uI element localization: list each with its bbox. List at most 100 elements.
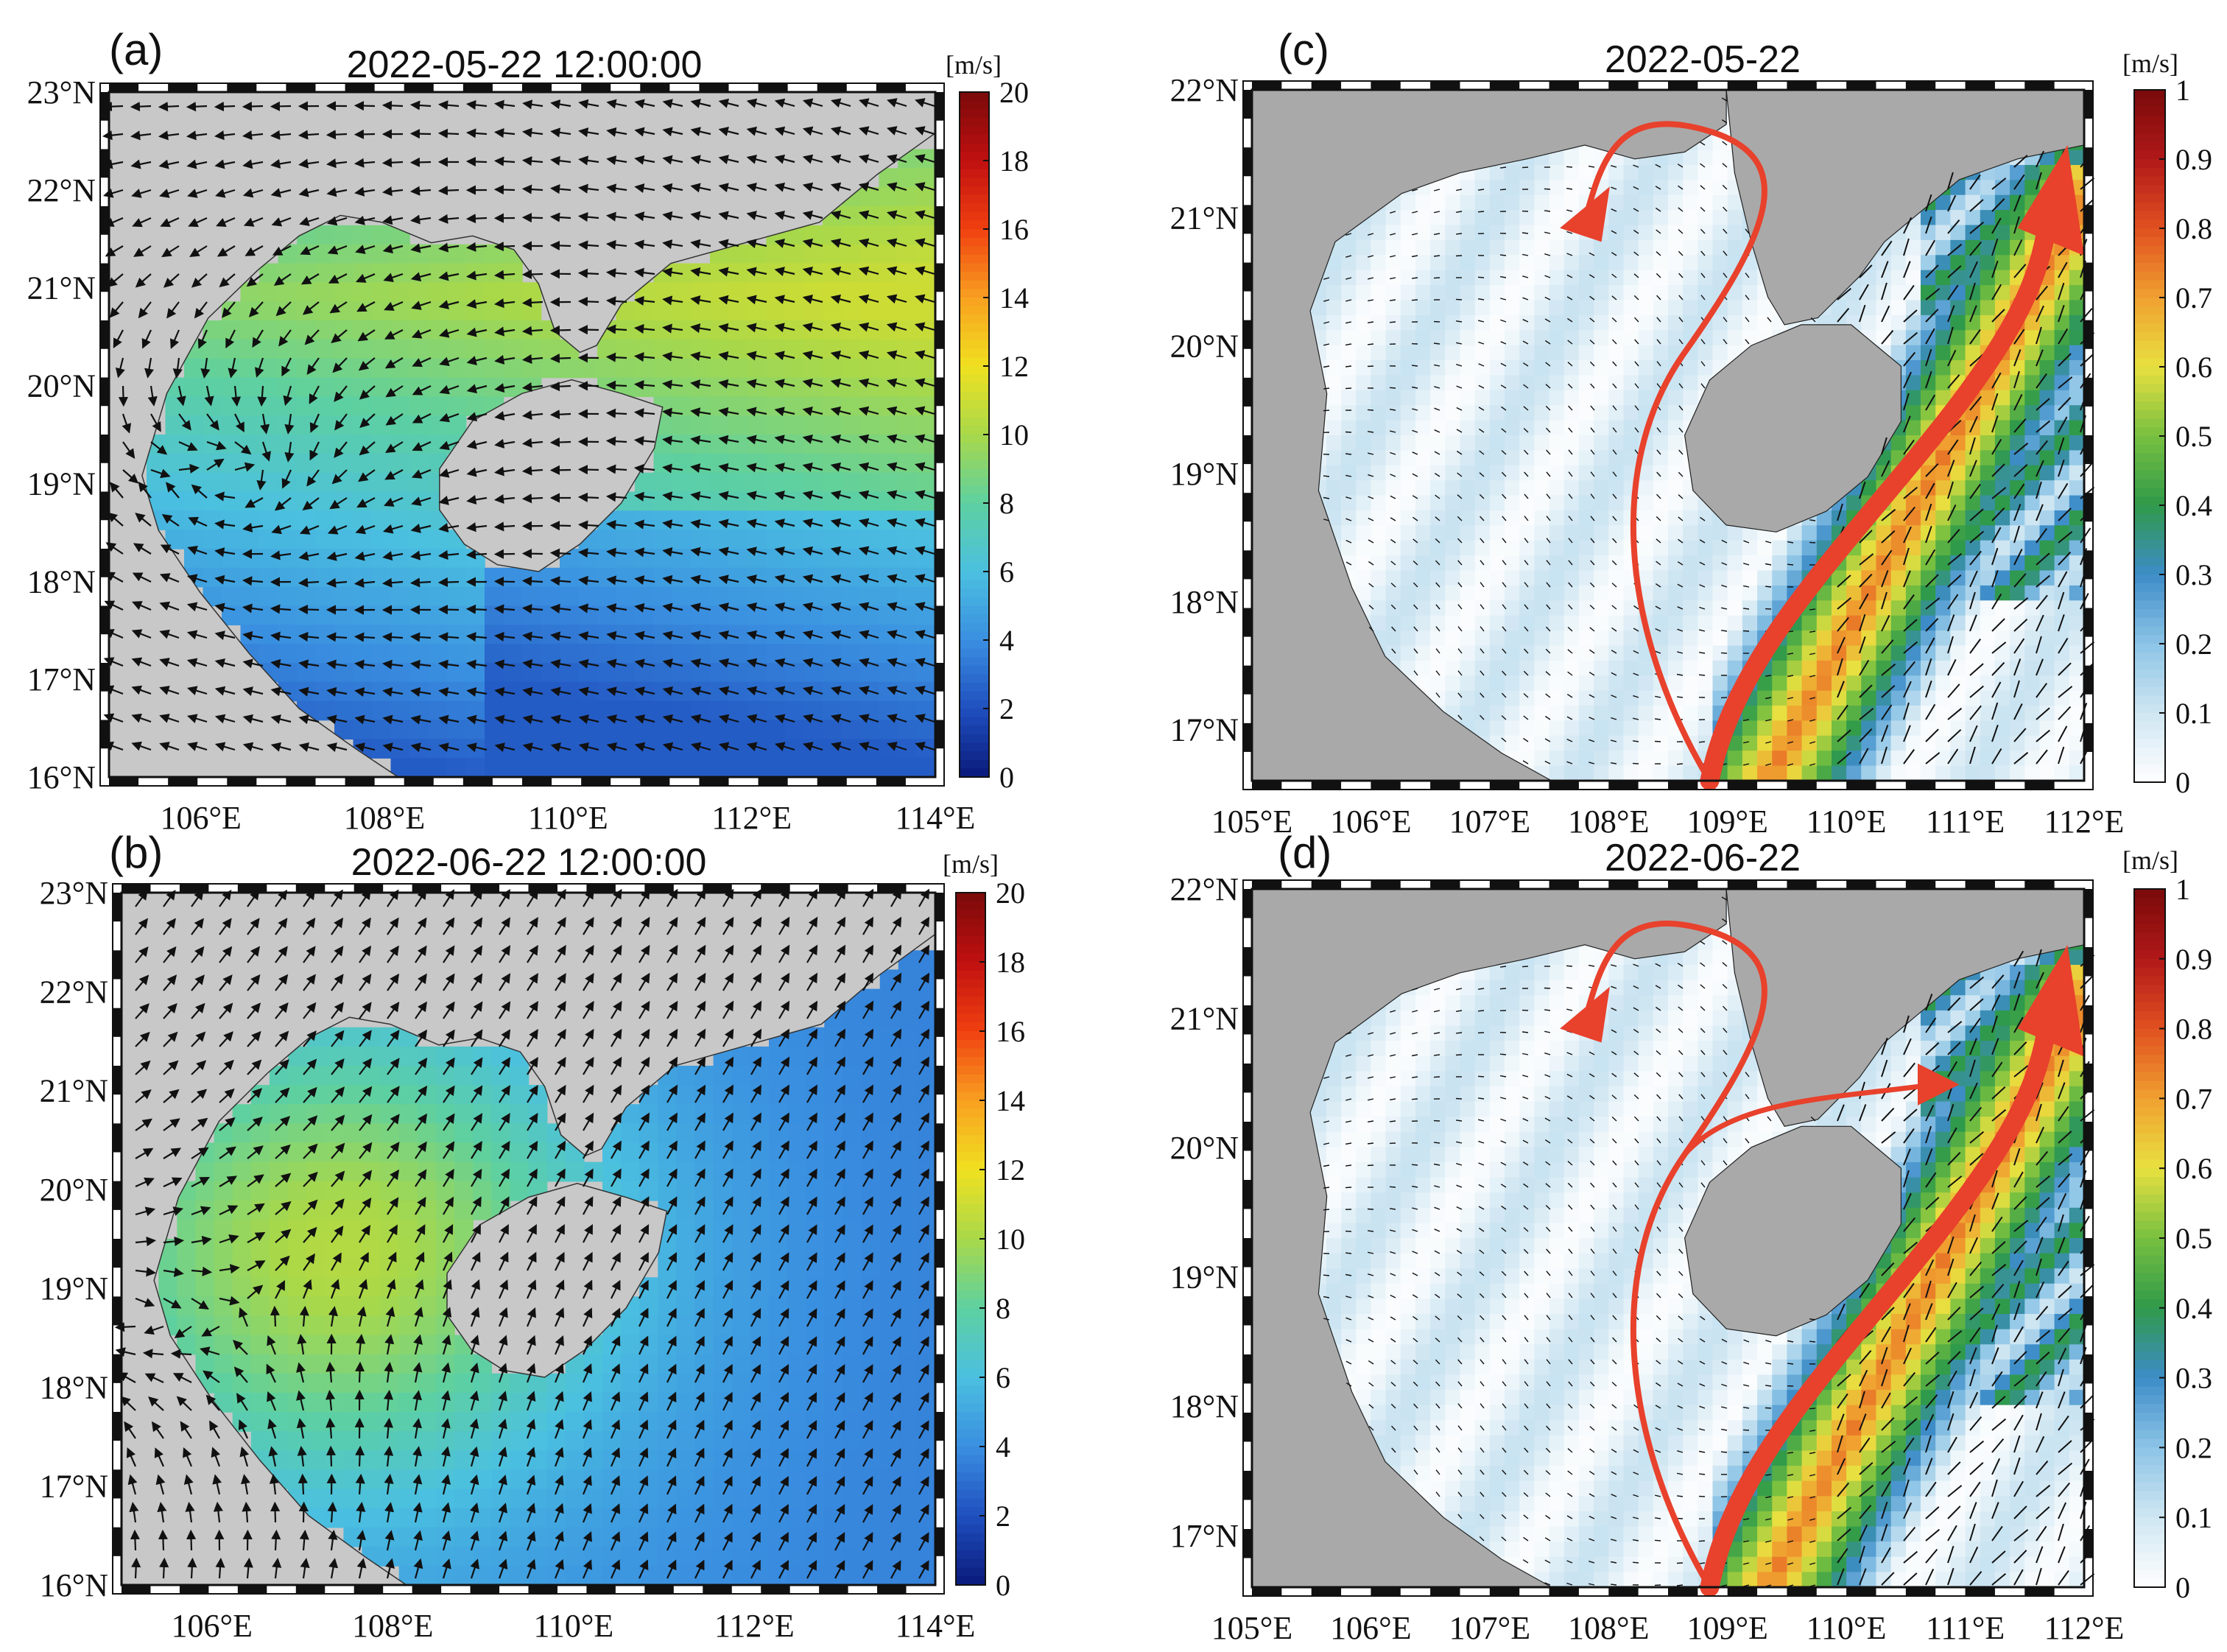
map-frame (99, 82, 945, 787)
colorbar-gradient-band (960, 734, 989, 744)
colorbar-gradient-band (2134, 375, 2165, 385)
colorbar-gradient-band (960, 109, 989, 119)
map-area (102, 91, 936, 778)
colorbar-gradient-band (2134, 116, 2165, 125)
colorbar-gradient-band (2134, 1447, 2165, 1458)
colorbar-gradient-band (960, 640, 989, 650)
colorbar-gradient-band (2134, 1500, 2165, 1510)
colorbar-gradient-band (2134, 462, 2165, 471)
colorbar-gradient-band (2134, 107, 2165, 117)
lat-tick-label: 18°N (1170, 1388, 1239, 1424)
colorbar-gradient-band (960, 169, 989, 178)
colorbar-gradient-band (960, 194, 989, 204)
colorbar-tick-label: 0.4 (2175, 1292, 2212, 1325)
colorbar-gradient-band (960, 211, 989, 222)
colorbar-gradient-band (2134, 90, 2165, 99)
colorbar-tick-label: 4 (999, 624, 1014, 657)
colorbar-gradient-band (2134, 436, 2165, 446)
panel-a: (a) 2022-05-22 12:00:00 106°E 108°E 110°E 1… (27, 25, 1029, 836)
colorbar-tick-label: 16 (996, 1015, 1025, 1048)
map-frame (112, 883, 945, 1595)
colorbar-gradient-band (960, 331, 989, 341)
colorbar-gradient-band (956, 1316, 985, 1326)
colorbar-gradient-band (956, 1308, 985, 1318)
colorbar-gradient-band (2134, 349, 2165, 359)
colorbar-gradient-band (956, 1447, 985, 1456)
colorbar-gradient-band (956, 1463, 985, 1474)
lon-tick-label: 105°E (1211, 804, 1292, 840)
colorbar-gradient-band (2134, 1159, 2165, 1169)
colorbar-gradient-band (956, 1429, 985, 1439)
colorbar-tick-label: 4 (996, 1430, 1010, 1463)
colorbar-gradient-band (956, 1204, 985, 1214)
lon-tick-label: 112°E (714, 1608, 795, 1644)
colorbar-tick-label: 2 (999, 692, 1014, 725)
colorbar-gradient-band (956, 1455, 985, 1465)
coastline (1251, 89, 1727, 781)
colorbar-tick-label: 18 (996, 946, 1025, 979)
colorbar-gradient-band (2134, 289, 2165, 298)
colorbar: [m/s] 0 2 4 6 8 10 12 14 16 18 20 (946, 50, 1029, 794)
colorbar-gradient-band (956, 893, 985, 902)
lon-tick-label: 111°E (1926, 804, 2005, 840)
colorbar-gradient-band (2134, 897, 2165, 907)
colorbar-tick-label: 14 (996, 1084, 1025, 1117)
colorbar-gradient-band (2134, 557, 2165, 567)
colorbar-tick-label: 0.1 (2175, 1501, 2212, 1534)
colorbar-gradient-band (956, 1074, 985, 1084)
colorbar-tick-label: 0 (999, 761, 1014, 794)
colorbar-unit: [m/s] (943, 849, 999, 879)
colorbar-gradient-band (2134, 1561, 2165, 1571)
colorbar-gradient-band (2134, 1002, 2165, 1012)
colorbar-gradient-band (2134, 583, 2165, 593)
lon-tick-label: 108°E (1568, 804, 1649, 840)
colorbar-gradient-band (960, 759, 989, 770)
colorbar-gradient-band (2134, 1028, 2165, 1038)
colorbar-gradient-band (956, 1360, 985, 1370)
colorbar-gradient-band (960, 417, 989, 427)
lon-tick-label: 106°E (160, 800, 241, 836)
colorbar-gradient-band (2134, 513, 2165, 524)
lon-tick-label: 110°E (533, 1608, 613, 1644)
colorbar-gradient-band (2134, 280, 2165, 290)
colorbar-gradient-band (956, 1489, 985, 1500)
colorbar-unit: [m/s] (946, 50, 1002, 80)
colorbar-gradient-band (960, 725, 989, 735)
colorbar-tick-label: 0.7 (2175, 1082, 2212, 1115)
colorbar-gradient-band (2134, 1203, 2165, 1213)
north-branch-arrow (1582, 920, 1767, 1589)
colorbar-tick-label: 6 (996, 1361, 1010, 1394)
lon-tick-label: 107°E (1449, 804, 1530, 840)
colorbar-gradient-band (956, 1143, 985, 1153)
colorbar-gradient-band (960, 605, 989, 615)
colorbar-tick-label: 0.6 (2175, 1152, 2212, 1185)
lat-tick-label: 21°N (1170, 200, 1239, 236)
colorbar-gradient-band (956, 1351, 985, 1361)
colorbar-gradient-band (2134, 1352, 2165, 1361)
colorbar-gradient-band (2134, 730, 2165, 740)
colorbar-gradient-band (956, 1438, 985, 1447)
colorbar-gradient-band (960, 263, 989, 273)
colorbar-gradient-band (2134, 141, 2165, 152)
colorbar-gradient-band (960, 751, 989, 761)
colorbar-gradient-band (2134, 1334, 2165, 1343)
colorbar-gradient-band (2134, 219, 2165, 229)
colorbar-gradient-band (960, 546, 989, 555)
lat-tick-label: 21°N (1170, 1001, 1239, 1037)
map-frame (1242, 80, 2094, 790)
lat-tick-label: 23°N (27, 74, 96, 110)
colorbar-gradient-band (2134, 1395, 2165, 1405)
colorbar-gradient-band (2134, 1019, 2165, 1030)
colorbar-gradient-band (960, 391, 989, 401)
colorbar-gradient-band (2134, 1125, 2165, 1134)
colorbar-gradient-band (956, 1558, 985, 1569)
colorbar-gradient-band (2134, 185, 2165, 194)
colorbar-gradient-band (956, 927, 985, 937)
colorbar-gradient-band (2134, 471, 2165, 480)
colorbar-gradient-band (956, 1092, 985, 1101)
colorbar-gradient-band (960, 220, 989, 230)
colorbar-gradient-band (2134, 626, 2165, 636)
colorbar-gradient-band (2134, 1116, 2165, 1125)
colorbar-gradient-band (2134, 1368, 2165, 1379)
